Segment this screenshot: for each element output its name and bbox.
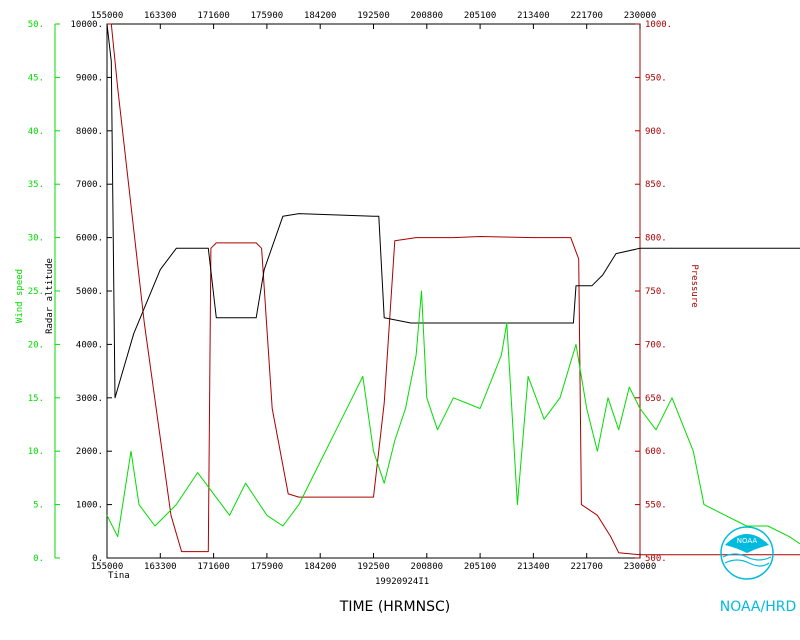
noaa-logo: NOAA [720, 526, 774, 580]
altitude-tick-label: 9000. [76, 73, 103, 83]
y-axis-title-pressure: Pressure [689, 264, 699, 307]
pressure-tick-label: 600. [645, 447, 667, 457]
x-tick-label-top: 184200 [304, 11, 337, 21]
pressure-tick-label: 750. [645, 287, 667, 297]
altitude-tick-label: 8000. [76, 127, 103, 137]
pressure-tick-label: 700. [645, 340, 667, 350]
wind-tick-label: 30. [28, 234, 44, 244]
x-tick-label-top: 163300 [144, 11, 177, 21]
pressure-tick-label: 500. [645, 554, 667, 564]
x-tick-label-top: 213400 [517, 11, 550, 21]
altitude-tick-label: 0. [92, 554, 103, 564]
x-tick-label-top: 221700 [570, 11, 603, 21]
grid-layer [54, 23, 641, 559]
storm-name: Tina [108, 571, 130, 581]
x-tick-label: 163300 [144, 562, 177, 572]
series-layer [106, 23, 800, 556]
y-axis-title-wind: Wind speed [15, 269, 25, 323]
x-tick-label: 175900 [251, 562, 284, 572]
wind-tick-label: 5. [33, 501, 44, 511]
plot-frame [106, 23, 641, 559]
x-tick-label-top: 155000 [91, 11, 124, 21]
wind-tick-label: 40. [28, 127, 44, 137]
x-tick-label: 205100 [464, 562, 497, 572]
x-tick-label: 171600 [197, 562, 230, 572]
pressure-tick-label: 550. [645, 501, 667, 511]
x-tick-label: 192500 [357, 562, 390, 572]
y-axis-title-altitude: Radar altitude [45, 258, 55, 334]
series-radar-altitude [106, 23, 800, 399]
x-axis-title: TIME (HRMNSC) [339, 599, 450, 615]
series-pressure [107, 23, 800, 556]
altitude-tick-label: 3000. [76, 394, 103, 404]
x-tick-label: 213400 [517, 562, 550, 572]
altitude-tick-label: 5000. [76, 287, 103, 297]
altitude-tick-label: 2000. [76, 447, 103, 457]
wind-tick-label: 0. [33, 554, 44, 564]
wind-tick-label: 20. [28, 340, 44, 350]
x-tick-label: 155000 [91, 562, 124, 572]
altitude-tick-label: 6000. [76, 234, 103, 244]
pressure-tick-label: 1000. [645, 20, 672, 30]
x-tick-label-top: 171600 [197, 11, 230, 21]
svg-text:NOAA: NOAA [737, 537, 758, 545]
x-tick-label: 221700 [570, 562, 603, 572]
pressure-tick-label: 850. [645, 180, 667, 190]
altitude-tick-label: 7000. [76, 180, 103, 190]
wind-tick-label: 45. [28, 73, 44, 83]
altitude-tick-label: 4000. [76, 340, 103, 350]
x-tick-label: 230000 [624, 562, 657, 572]
altitude-tick-label: 10000. [70, 20, 103, 30]
altitude-tick-label: 1000. [76, 501, 103, 511]
x-tick-label-top: 230000 [624, 11, 657, 21]
pressure-tick-label: 900. [645, 127, 667, 137]
x-tick-label: 200800 [411, 562, 444, 572]
agency-label: NOAA/HRD [720, 599, 797, 615]
x-tick-label: 184200 [304, 562, 337, 572]
wind-tick-label: 25. [28, 287, 44, 297]
wind-tick-label: 35. [28, 180, 44, 190]
x-tick-label-top: 192500 [357, 11, 390, 21]
pressure-tick-label: 800. [645, 234, 667, 244]
wind-tick-label: 15. [28, 394, 44, 404]
x-tick-label-top: 205100 [464, 11, 497, 21]
flight-id: 19920924I1 [375, 577, 429, 587]
pressure-tick-label: 950. [645, 73, 667, 83]
x-tick-label-top: 175900 [251, 11, 284, 21]
pressure-tick-label: 650. [645, 394, 667, 404]
wind-tick-label: 50. [28, 20, 44, 30]
series-wind-speed [106, 290, 800, 545]
tick-layer: 155000 155000 163300 163300 171600 171600 1759… [28, 11, 672, 572]
wind-tick-label: 10. [28, 447, 44, 457]
x-tick-label-top: 200800 [411, 11, 444, 21]
